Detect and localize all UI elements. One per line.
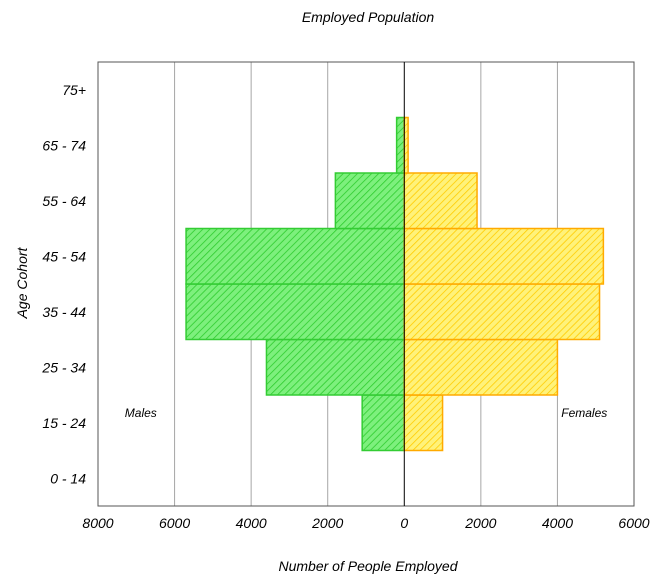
female-bar bbox=[403, 338, 559, 396]
female-bar bbox=[403, 116, 409, 174]
female-bar bbox=[403, 283, 601, 341]
x-tick-label: 2000 bbox=[311, 515, 343, 531]
bars bbox=[185, 116, 605, 452]
annotation-label: Males bbox=[125, 406, 157, 420]
y-tick-label: 25 - 34 bbox=[41, 359, 86, 375]
female-bar bbox=[403, 227, 605, 285]
x-tick-label: 6000 bbox=[618, 515, 649, 531]
x-tick-label: 2000 bbox=[464, 515, 496, 531]
y-tick-label: 15 - 24 bbox=[42, 415, 86, 431]
x-tick-label: 4000 bbox=[236, 515, 267, 531]
male-bar bbox=[395, 116, 406, 174]
x-tick-label: 0 bbox=[400, 515, 408, 531]
annotations: Males Females bbox=[125, 406, 607, 420]
y-tick-label: 65 - 74 bbox=[42, 137, 86, 153]
x-axis-label: Number of People Employed bbox=[279, 558, 459, 574]
chart-title: Employed Population bbox=[302, 9, 435, 25]
plot-frame bbox=[97, 61, 635, 507]
male-bar bbox=[265, 338, 406, 396]
y-tick-label: 75+ bbox=[62, 82, 86, 98]
female-bar bbox=[403, 172, 478, 230]
female-bar bbox=[403, 394, 444, 452]
x-tick-label: 6000 bbox=[159, 515, 190, 531]
male-bar bbox=[334, 172, 406, 230]
male-bar bbox=[185, 227, 406, 285]
y-tick-labels: 0 - 14 15 - 24 25 - 34 35 - 44 45 - 54 55 - 6… bbox=[41, 82, 86, 487]
x-tick-label: 4000 bbox=[542, 515, 573, 531]
y-tick-label: 0 - 14 bbox=[50, 470, 86, 486]
x-tick-label: 8000 bbox=[82, 515, 113, 531]
y-tick-label: 35 - 44 bbox=[42, 304, 86, 320]
annotation-label: Females bbox=[561, 406, 607, 420]
male-bar bbox=[185, 283, 406, 341]
x-tick-labels: 8000 6000 4000 2000 0 2000 4000 6000 bbox=[82, 515, 649, 531]
male-bar bbox=[361, 394, 406, 452]
y-tick-label: 55 - 64 bbox=[42, 193, 86, 209]
y-tick-label: 45 - 54 bbox=[42, 248, 86, 264]
y-axis-label: Age Cohort bbox=[14, 246, 30, 319]
